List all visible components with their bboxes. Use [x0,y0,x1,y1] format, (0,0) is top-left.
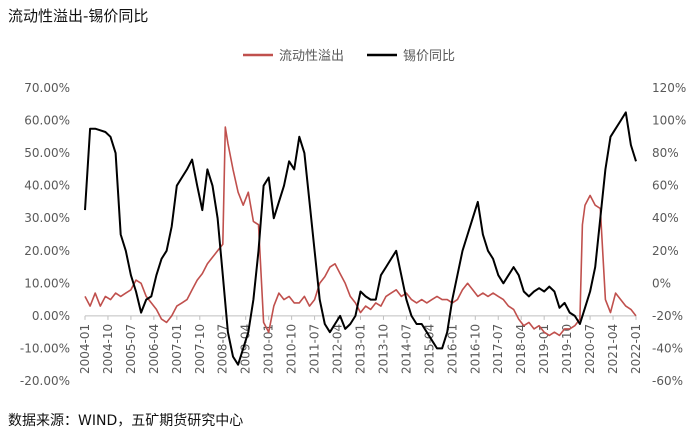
left-tick-label: -10.00% [20,341,70,355]
left-tick-label: 10.00% [24,276,70,290]
x-tick-label: 2011-07 [308,324,322,374]
right-tick-label: 0% [652,276,671,290]
x-tick-label: 2008-07 [216,324,230,374]
x-tick-label: 2012-04 [331,324,345,374]
right-tick-label: -60% [652,374,683,388]
x-tick-label: 2005-07 [124,324,138,374]
legend-item-tin-yoy: 锡价同比 [367,49,455,64]
legend: 流动性溢出 锡价同比 [243,49,455,64]
x-tick-label: 2019-01 [537,324,551,374]
chart-title: 流动性溢出-锡价同比 [8,7,149,25]
series-line-tin-yoy [84,111,637,366]
x-tick-label: 2017-07 [491,324,505,374]
left-tick-label: 50.00% [24,146,70,160]
x-tick-label: 2004-10 [101,324,115,374]
right-tick-label: -20% [652,309,683,323]
x-tick-label: 2015-04 [422,324,436,374]
x-tick-label: 2014-07 [399,324,413,374]
right-tick-label: 120% [652,81,686,95]
right-tick-label: -40% [652,341,683,355]
right-tick-label: 20% [652,244,679,258]
legend-item-liquidity: 流动性溢出 [243,49,344,64]
series-line-liquidity [84,126,637,337]
x-tick-label: 2021-04 [606,324,620,374]
right-axis-ticks: -60% -40% -20% 0% 20% 40% 60% 80% 100% 120% [652,81,686,388]
left-tick-label: 0.00% [32,309,70,323]
x-tick-label: 2022-01 [629,324,643,374]
left-tick-label: 60.00% [24,114,70,128]
x-tick-label: 2010-10 [285,324,299,374]
left-tick-label: 70.00% [24,81,70,95]
source-note: 数据来源：WIND，五矿期货研究中心 [8,413,244,429]
right-tick-label: 40% [652,211,679,225]
x-tick-label: 2016-01 [445,324,459,374]
legend-label: 流动性溢出 [279,49,344,64]
series-layer [84,111,637,366]
x-tick-label: 2019-10 [560,324,574,374]
x-tick-label: 2013-01 [354,324,368,374]
x-tick-label: 2018-04 [514,324,528,374]
right-tick-label: 80% [652,146,679,160]
x-tick-label: 2013-10 [376,324,390,374]
left-axis-ticks: -20.00% -10.00% 0.00% 10.00% 20.00% 30.00% 40.… [20,81,70,388]
x-tick-label: 2020-07 [583,324,597,374]
x-tick-label: 2006-04 [147,324,161,374]
left-tick-label: 30.00% [24,211,70,225]
left-tick-label: 20.00% [24,244,70,258]
x-tick-label: 2010-01 [262,324,276,374]
x-tick-label: 2016-10 [468,324,482,374]
right-tick-label: 60% [652,179,679,193]
x-axis: 2004-01 2004-10 2005-07 2006-04 2007-01 2007-… [78,315,643,374]
x-tick-label: 2007-01 [170,324,184,374]
x-tick-label: 2009-04 [239,324,253,374]
left-tick-label: 40.00% [24,179,70,193]
x-tick-label: 2007-10 [193,324,207,374]
legend-label: 锡价同比 [403,49,455,64]
left-tick-label: -20.00% [20,374,70,388]
right-tick-label: 100% [652,114,686,128]
x-tick-label: 2004-01 [78,324,92,374]
